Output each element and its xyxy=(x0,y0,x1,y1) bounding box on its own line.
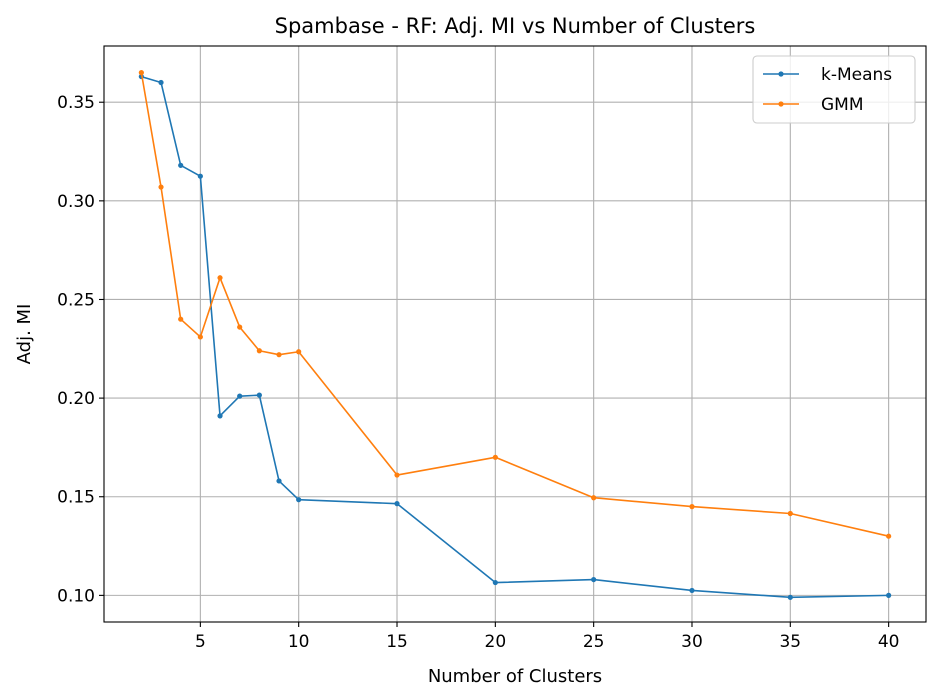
gmm-point xyxy=(591,495,597,501)
gmm-point xyxy=(886,533,892,539)
x-tick-label: 20 xyxy=(485,632,507,652)
x-tick-label: 40 xyxy=(878,632,900,652)
y-tick-label: 0.35 xyxy=(57,93,95,113)
x-tick-label: 35 xyxy=(779,632,801,652)
k-means-point xyxy=(276,478,282,484)
x-ticks: 5 10 15 20 25 30 35 40 xyxy=(195,622,900,652)
legend-gmm-label: GMM xyxy=(821,95,864,115)
k-means-point xyxy=(197,173,203,179)
k-means-point xyxy=(394,501,400,507)
k-means-point xyxy=(256,392,262,398)
legend-k-means-label: k-Means xyxy=(821,65,892,85)
legend-k-means-marker xyxy=(778,71,784,77)
k-means-point xyxy=(689,587,695,594)
x-tick-label: 5 xyxy=(195,632,206,652)
k-means-point xyxy=(787,594,793,600)
y-tick-label: 0.10 xyxy=(57,586,95,606)
k-means-point xyxy=(492,579,498,586)
gmm-point xyxy=(138,70,144,76)
y-tick-label: 0.25 xyxy=(57,290,95,310)
x-tick-label: 15 xyxy=(386,632,408,652)
y-axis-label: Adj. MI xyxy=(14,304,35,365)
x-tick-label: 30 xyxy=(681,632,703,652)
x-axis-label: Number of Clusters xyxy=(428,666,602,687)
y-tick-label: 0.15 xyxy=(57,488,95,508)
gmm-point xyxy=(256,348,262,354)
legend: k-Means GMM xyxy=(752,55,916,124)
gmm-point xyxy=(237,324,243,330)
y-ticks: 0.10 0.15 0.20 0.25 0.30 0.35 xyxy=(57,93,104,606)
x-tick-label: 10 xyxy=(288,632,310,652)
gmm-point xyxy=(689,504,695,510)
gmm-point xyxy=(197,334,203,340)
k-means-point xyxy=(296,497,302,503)
gmm-point xyxy=(217,275,223,281)
legend-box xyxy=(752,55,916,124)
y-tick-label: 0.20 xyxy=(57,389,95,409)
chart-title: Spambase - RF: Adj. MI vs Number of Clus… xyxy=(275,14,756,38)
k-means-point xyxy=(237,393,243,399)
gmm-point xyxy=(296,349,302,355)
axes-frame xyxy=(103,45,927,623)
series-layer xyxy=(138,70,892,600)
k-means-point xyxy=(217,413,223,419)
y-tick-label: 0.30 xyxy=(57,192,95,212)
k-means-point xyxy=(886,592,892,598)
gmm-point xyxy=(158,184,164,190)
k-means-point xyxy=(158,79,164,86)
gmm-point xyxy=(178,316,184,322)
grid xyxy=(104,46,926,622)
legend-gmm-marker xyxy=(778,101,784,107)
gmm-point xyxy=(276,352,282,358)
k-means-point xyxy=(591,576,597,583)
gmm-point xyxy=(492,454,498,460)
k-means-point xyxy=(178,162,184,168)
gmm-point xyxy=(394,472,400,478)
gmm-point xyxy=(787,510,793,517)
x-tick-label: 25 xyxy=(583,632,605,652)
